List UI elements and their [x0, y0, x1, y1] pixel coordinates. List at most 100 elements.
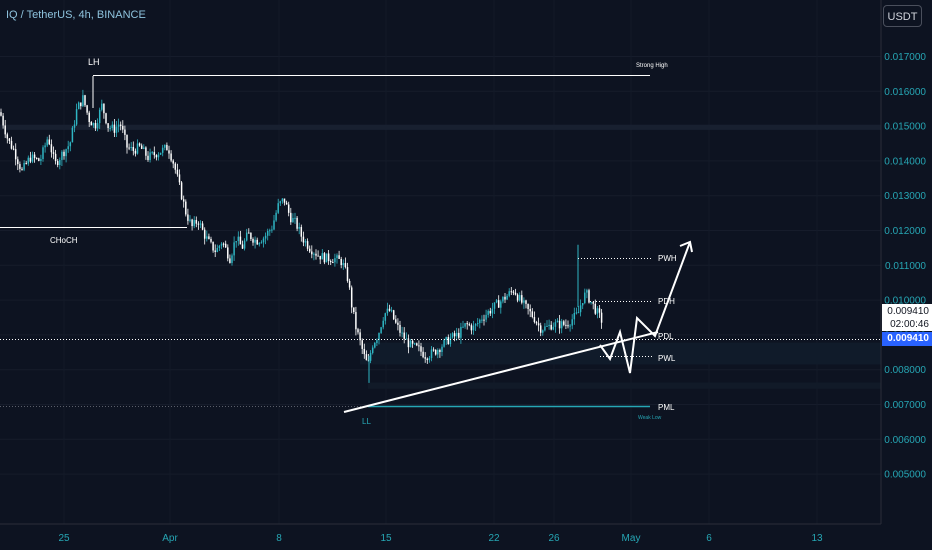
candle-body: [14, 149, 17, 160]
candle-body: [111, 124, 114, 128]
candle-body: [458, 332, 460, 338]
candle-body: [308, 248, 311, 252]
candle-body: [533, 316, 536, 323]
candle-body: [176, 169, 179, 175]
candle-body: [466, 323, 468, 325]
candle-body: [4, 125, 6, 135]
candle-body: [365, 354, 368, 361]
candle-body: [109, 127, 111, 129]
ll-label: LL: [362, 417, 371, 426]
candle-body: [376, 340, 378, 343]
candle-body: [441, 346, 443, 353]
candle-body: [487, 310, 489, 315]
price-tick: 0.007000: [884, 400, 926, 411]
candle-body: [514, 292, 517, 295]
candle-body: [573, 312, 576, 320]
candle-body: [392, 310, 395, 320]
candle-body: [346, 267, 349, 281]
time-axis-labels: 25 Apr 8 15 22 26 May 6 13: [58, 533, 823, 544]
currency-button[interactable]: USDT: [883, 5, 922, 27]
candle-body: [168, 150, 170, 154]
candle-body: [96, 123, 99, 129]
candle-body: [500, 301, 502, 308]
candle-body: [327, 253, 330, 262]
candle-body: [531, 311, 534, 317]
pdl-label: PDL: [658, 332, 674, 341]
candle-body: [220, 243, 223, 246]
candle-body: [518, 295, 521, 301]
candle-body: [529, 308, 531, 312]
candle-body: [174, 163, 177, 170]
time-tick: 22: [488, 533, 500, 544]
candle-body: [489, 310, 492, 314]
candle-body: [210, 238, 212, 242]
candle-body: [409, 340, 412, 348]
candle-body: [569, 325, 571, 327]
candle-body: [340, 258, 342, 266]
candle-body: [348, 280, 351, 288]
price-tick: 0.012000: [884, 226, 926, 237]
candle-body: [271, 229, 273, 231]
candle-body: [248, 232, 250, 234]
candle-body: [287, 204, 290, 213]
pml-label: PML: [658, 403, 675, 412]
candle-body: [269, 230, 271, 232]
candle-body: [159, 152, 162, 155]
candle-body: [241, 244, 244, 249]
candle-body: [445, 337, 447, 340]
candle-body: [8, 138, 11, 141]
candle-body: [75, 109, 78, 125]
price-tick: 0.008000: [884, 365, 926, 376]
candle-body: [460, 326, 462, 338]
candle-body: [126, 134, 128, 148]
candle-body: [119, 124, 122, 126]
candle-body: [6, 134, 9, 139]
candle-body: [374, 342, 376, 348]
price-tick: 0.010000: [884, 296, 926, 307]
candle-body: [105, 113, 107, 124]
candle-body: [59, 159, 61, 165]
candle-body: [428, 358, 431, 361]
candle-body: [84, 95, 86, 106]
candle-body: [579, 305, 582, 313]
candle-body: [149, 152, 151, 161]
candle-body: [588, 290, 590, 303]
candle-body: [237, 236, 240, 242]
candle-body: [2, 115, 4, 126]
candle-body: [136, 143, 139, 154]
candle-body: [502, 296, 504, 302]
candle-body: [222, 243, 225, 245]
candle-body: [430, 349, 433, 359]
candle-body: [92, 123, 95, 126]
pwh-label: PWH: [658, 254, 677, 263]
candle-body: [113, 124, 116, 133]
candle-body: [132, 146, 135, 151]
candle-body: [420, 346, 422, 352]
lh-label: LH: [88, 57, 100, 67]
candle-body: [33, 154, 36, 159]
candle-body: [462, 326, 464, 328]
candle-body: [266, 230, 269, 236]
candle-body: [69, 142, 72, 147]
candle-body: [350, 287, 353, 308]
candle-body: [401, 332, 403, 334]
candle-body: [546, 325, 548, 327]
candle-body: [19, 164, 21, 169]
candle-body: [193, 219, 195, 227]
strong-high-label: Strong High: [636, 63, 668, 69]
time-tick: 6: [706, 533, 712, 544]
candle-body: [124, 129, 126, 135]
candle-body: [290, 212, 292, 223]
candle-body: [164, 144, 166, 148]
candle-body: [424, 357, 426, 359]
candle-body: [239, 236, 242, 245]
candle-body: [560, 321, 563, 329]
candle-body: [577, 312, 580, 314]
candle-body: [128, 147, 130, 149]
price-tick: 0.014000: [884, 156, 926, 167]
price-axis-labels: 0.017000 0.016000 0.015000 0.014000 0.013000…: [884, 52, 926, 481]
symbol-title[interactable]: IQ / TetherUS, 4h, BINANCE: [6, 9, 146, 21]
candle-body: [145, 147, 147, 156]
candle-body: [584, 292, 586, 304]
